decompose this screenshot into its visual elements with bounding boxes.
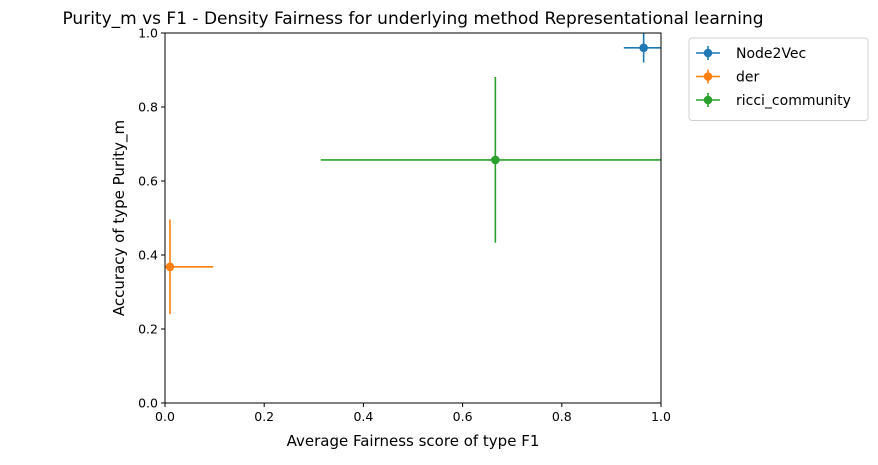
x-tick-label: 1.0 [651, 409, 671, 424]
legend-label: Node2Vec [736, 46, 806, 62]
legend-entry: ricci_community [696, 93, 851, 109]
x-tick-label: 0.8 [552, 409, 572, 424]
legend-marker-dot [703, 72, 713, 81]
legend-label: ricci_community [736, 93, 851, 109]
legend-entry: Node2Vec [696, 46, 806, 62]
y-tick-label: 0.2 [138, 322, 158, 337]
series-ricci-community [320, 77, 661, 243]
axes-layer: 0.0 0.2 0.4 0.6 0.8 1.0 0.0 0.2 0.4 0.6 0.8 1.0 [138, 26, 671, 425]
plot-frame [164, 32, 662, 404]
x-tick-label: 0.4 [353, 409, 373, 424]
x-tick-label: 0.2 [254, 409, 274, 424]
legend-entry: der [696, 69, 760, 86]
series-node2vec [623, 33, 661, 63]
y-tick-label: 1.0 [138, 26, 158, 41]
x-tick-label: 0.6 [453, 409, 473, 424]
legend-marker-dot [703, 95, 713, 105]
data-point [639, 43, 648, 53]
data-layer [165, 33, 661, 315]
data-point [165, 262, 175, 272]
data-point [491, 155, 500, 165]
legend-marker-dot [703, 48, 713, 58]
legend: Node2Vec der ricci_community [688, 37, 869, 121]
chart-title: Purity_m vs F1 - Density Fairness for un… [62, 9, 763, 29]
y-tick-label: 0.0 [138, 396, 158, 411]
x-axis-label: Average Fairness score of type F1 [287, 432, 540, 450]
legend-label: der [736, 70, 760, 86]
y-axis-label: Accuracy of type Purity_m [110, 120, 129, 316]
y-tick-label: 0.8 [138, 100, 158, 115]
y-tick-label: 0.6 [138, 174, 158, 189]
x-tick-label: 0.0 [155, 409, 175, 424]
legend-box [688, 37, 869, 121]
series-der [165, 219, 214, 315]
y-tick-label: 0.4 [138, 248, 158, 263]
